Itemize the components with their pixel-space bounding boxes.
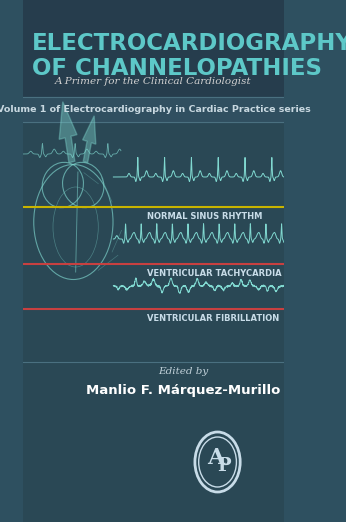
Text: OF CHANNELOPATHIES: OF CHANNELOPATHIES (32, 57, 322, 80)
Text: VENTRICULAR FIBRILLATION: VENTRICULAR FIBRILLATION (147, 314, 280, 323)
Bar (23, 97, 284, 122)
Text: Edited by: Edited by (158, 367, 209, 376)
Text: Volume 1 of Electrocardiography in Cardiac Practice series: Volume 1 of Electrocardiography in Cardi… (0, 104, 310, 113)
FancyArrow shape (59, 102, 77, 163)
Text: Manlio F. Márquez-Murillo: Manlio F. Márquez-Murillo (86, 384, 281, 397)
Text: A: A (207, 447, 225, 469)
Text: NORMAL SINUS RHYTHM: NORMAL SINUS RHYTHM (147, 212, 263, 221)
Text: VENTRICULAR TACHYCARDIA: VENTRICULAR TACHYCARDIA (147, 269, 282, 278)
Text: P: P (218, 457, 231, 475)
Text: ELECTROCARDIOGRAPHY: ELECTROCARDIOGRAPHY (32, 32, 346, 55)
FancyArrow shape (83, 116, 96, 163)
Bar (23, 0, 284, 102)
Bar (23, 362, 284, 522)
Text: A Primer for the Clinical Cardiologist: A Primer for the Clinical Cardiologist (55, 77, 252, 86)
Bar (23, 122, 284, 362)
